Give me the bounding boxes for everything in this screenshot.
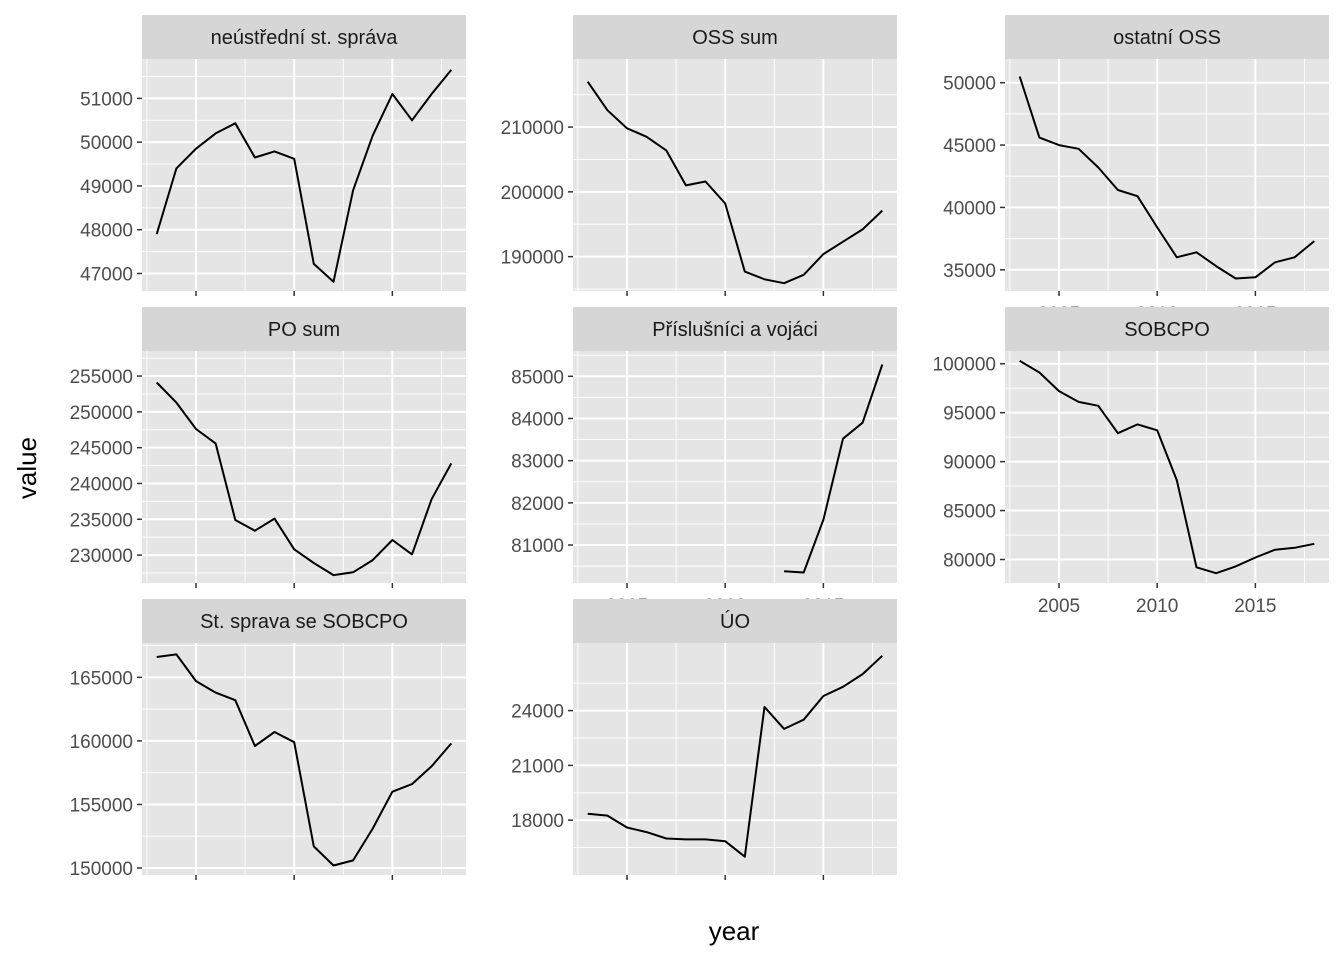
y-tick-label: 82000 xyxy=(511,494,564,515)
y-tick-label: 18000 xyxy=(511,811,564,832)
y-tick-label: 230000 xyxy=(70,546,133,567)
series-line xyxy=(1018,76,1315,280)
y-tick-label: 24000 xyxy=(511,702,564,723)
facet-strip-label: SOBCPO xyxy=(1124,319,1210,341)
x-tick-label: 2015 xyxy=(1234,596,1276,617)
plot-background xyxy=(1005,59,1329,291)
y-tick-label: 255000 xyxy=(70,367,133,388)
y-tick-label: 250000 xyxy=(70,403,133,424)
facet-strip xyxy=(142,599,466,643)
y-tick-label: 40000 xyxy=(943,198,996,219)
y-tick-label: 240000 xyxy=(70,474,133,495)
y-tick-label: 235000 xyxy=(70,510,133,531)
facet-strip-label: OSS sum xyxy=(692,27,778,49)
y-tick-label: 90000 xyxy=(943,453,996,474)
series-line xyxy=(155,69,453,283)
y-tick-label: 81000 xyxy=(511,536,564,557)
y-tick-label: 49000 xyxy=(80,177,133,198)
facet-panel: ostatní OSS35000400004500050000200520102… xyxy=(943,15,1329,325)
facet-panel: ÚO 18000 21000 24000 xyxy=(511,599,897,880)
y-tick-label: 165000 xyxy=(70,668,133,689)
y-axis-title: value xyxy=(12,437,42,499)
series-line xyxy=(156,653,453,867)
facet-strip xyxy=(1005,15,1329,59)
facet-panel: St. sprava se SOBCPO 150000 155000 160000 16… xyxy=(70,599,466,880)
plot-background xyxy=(573,351,897,583)
facet-strip xyxy=(573,599,897,643)
facet-strip-label: ostatní OSS xyxy=(1113,27,1221,49)
facet-strip xyxy=(573,15,897,59)
facet-strip-label: Příslušníci a vojáci xyxy=(652,319,818,341)
y-tick-label: 160000 xyxy=(70,732,133,753)
y-tick-label: 21000 xyxy=(511,756,564,777)
y-tick-label: 84000 xyxy=(511,409,564,430)
y-tick-label: 210000 xyxy=(501,118,564,139)
plot-background xyxy=(142,351,466,583)
y-tick-label: 83000 xyxy=(511,452,564,473)
series-line xyxy=(784,364,884,574)
facet-strip-label: neústřední st. správa xyxy=(211,27,399,49)
series-line xyxy=(587,655,883,858)
facet-panel: SOBCPO 80000 85000 90000 95000 100000 2005 2010… xyxy=(933,307,1329,617)
facet-strip-label: ÚO xyxy=(720,610,750,633)
y-tick-label: 150000 xyxy=(70,859,133,880)
facet-strip-label: St. sprava se SOBCPO xyxy=(200,611,408,633)
y-tick-label: 245000 xyxy=(70,439,133,460)
y-tick-label: 80000 xyxy=(943,551,996,572)
facet-strip xyxy=(573,307,897,351)
series-line xyxy=(586,81,883,285)
plot-background xyxy=(573,643,897,875)
x-tick-label: 2010 xyxy=(1136,596,1178,617)
y-tick-label: 100000 xyxy=(933,355,996,376)
y-tick-label: 47000 xyxy=(80,264,133,285)
series-line xyxy=(155,381,453,577)
facet-panel: Příslušníci a vojáci 81000 82000 83000 84000… xyxy=(511,307,897,617)
facet-strip-label: PO sum xyxy=(268,319,340,341)
y-tick-label: 48000 xyxy=(80,221,133,242)
x-axis-title: year xyxy=(709,916,760,946)
y-tick-label: 35000 xyxy=(943,261,996,282)
y-tick-label: 50000 xyxy=(943,74,996,95)
facet-strip xyxy=(142,15,466,59)
facet-panels: neústřední st. správa 47000 48000 49000 5000… xyxy=(70,15,1329,880)
y-tick-label: 45000 xyxy=(943,136,996,157)
facet-strip xyxy=(1005,307,1329,351)
series-line xyxy=(1019,359,1315,575)
y-tick-label: 95000 xyxy=(943,404,996,425)
y-tick-label: 50000 xyxy=(80,133,133,154)
plot-background xyxy=(142,59,466,291)
facet-panel: neústřední st. správa 47000 48000 49000 5000… xyxy=(80,15,466,296)
y-tick-label: 155000 xyxy=(70,795,133,816)
y-tick-label: 190000 xyxy=(501,248,564,269)
facet-panel: PO sum 230000 235000 240000 245000 250000 2550… xyxy=(70,307,466,588)
x-tick-label: 2005 xyxy=(1038,596,1080,617)
facet-panel: OSS sum 190000 200000 210000 xyxy=(501,15,897,296)
y-tick-label: 85000 xyxy=(943,502,996,523)
y-tick-label: 51000 xyxy=(80,89,133,110)
facet-strip xyxy=(142,307,466,351)
y-tick-label: 200000 xyxy=(501,183,564,204)
y-tick-label: 85000 xyxy=(511,367,564,388)
